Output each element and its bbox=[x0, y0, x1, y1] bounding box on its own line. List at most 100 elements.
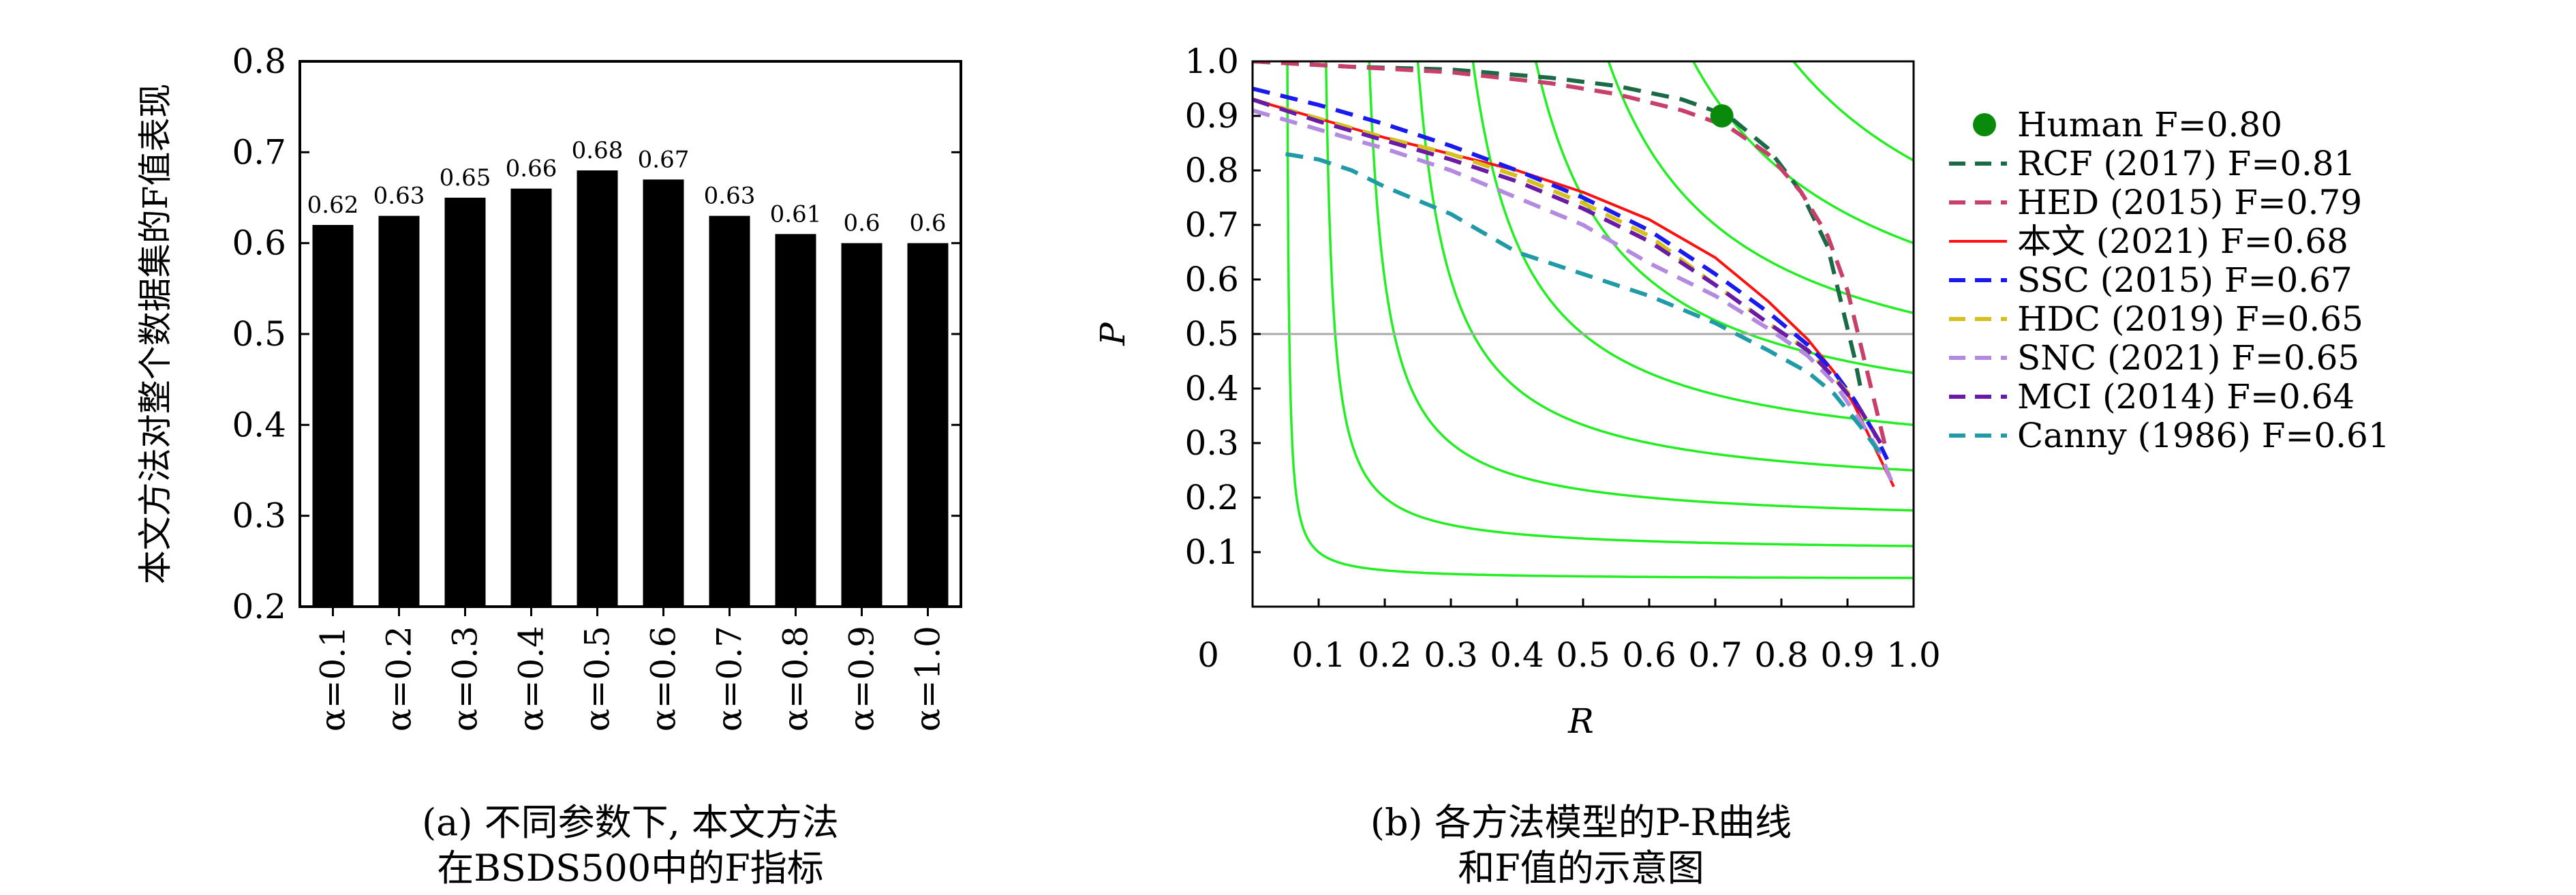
bar-category-label: α=0.5 bbox=[578, 626, 617, 731]
bar-caption-line2: 在BSDS500中的F指标 bbox=[437, 847, 824, 890]
bar-y-tick-label: 0.6 bbox=[232, 224, 286, 263]
legend-label: HDC (2019) F=0.65 bbox=[2017, 299, 2363, 339]
pr-x-tick-label: 0.3 bbox=[1424, 635, 1478, 675]
iso-f-curve bbox=[1325, 61, 1914, 547]
pr-y-tick-label: 0.7 bbox=[1184, 205, 1239, 245]
pr-y-tick-label: 0.2 bbox=[1184, 478, 1239, 517]
pr-x-tick-label: 0.6 bbox=[1622, 635, 1676, 675]
bar-chart-panel: 0.20.30.40.50.60.70.8 0.62 0.630.65 0.660.… bbox=[136, 42, 962, 890]
bar-category-label: α=0.3 bbox=[446, 626, 485, 731]
pr-series-line bbox=[1253, 108, 1896, 488]
bar-category-label: α=1.0 bbox=[908, 626, 948, 731]
bar bbox=[378, 215, 420, 607]
pr-series bbox=[1253, 61, 1896, 488]
bar-series: 0.62 0.63 0.65 0.66 0.68 0.67 0.63 0.61 0.6 0.6 bbox=[307, 137, 949, 607]
pr-series-line bbox=[1253, 87, 1889, 461]
bar bbox=[444, 198, 486, 607]
pr-y-tick-label: 0.8 bbox=[1184, 151, 1239, 190]
bar-y-tick-label: 0.4 bbox=[232, 405, 286, 444]
bar bbox=[577, 170, 618, 607]
pr-series-line bbox=[1285, 152, 1882, 455]
bar-x-axis-labels: α=0.1 α=0.2 α=0.3 α=0.4 α=0.5 α=0.6 α=0.7 α=0.8… bbox=[313, 607, 948, 731]
pr-x-axis-label: R bbox=[1567, 701, 1594, 741]
bar-y-tick-label: 0.7 bbox=[232, 132, 286, 172]
bar bbox=[643, 179, 684, 607]
human-point-marker bbox=[1710, 104, 1734, 127]
bar-y-tick-label: 0.3 bbox=[232, 496, 286, 536]
legend-label: RCF (2017) F=0.81 bbox=[2017, 144, 2356, 183]
legend-label-human: Human F=0.80 bbox=[2017, 105, 2282, 145]
pr-x-tick-label: 0 bbox=[1197, 635, 1219, 675]
pr-x-tick-label: 0.5 bbox=[1556, 635, 1610, 675]
pr-series-line bbox=[1253, 97, 1856, 401]
bar-caption-line1: (a) 不同参数下, 本文方法 bbox=[422, 801, 839, 844]
pr-y-tick-label: 1.0 bbox=[1184, 42, 1239, 81]
pr-caption-line1: (b) 各方法模型的P-R曲线 bbox=[1370, 801, 1792, 844]
bar-value-label: 0.62 bbox=[307, 192, 359, 219]
legend-label: SSC (2015) F=0.67 bbox=[2017, 260, 2352, 300]
pr-x-tick-label: 0.1 bbox=[1291, 635, 1346, 675]
pr-x-tick-label: 0.4 bbox=[1490, 635, 1544, 675]
pr-y-tick-label: 0.6 bbox=[1184, 260, 1239, 299]
iso-f-curve bbox=[1792, 61, 1914, 162]
pr-x-tick-label: 1.0 bbox=[1886, 635, 1941, 675]
iso-f-curve bbox=[1368, 61, 1914, 512]
bar-value-label: 0.66 bbox=[506, 155, 557, 183]
bar-y-tick-label: 0.5 bbox=[232, 314, 286, 354]
iso-f-curve bbox=[1607, 61, 1914, 314]
legend-label: HED (2015) F=0.79 bbox=[2017, 183, 2362, 222]
bar-y-axis-label: 本文方法对整个数据集的F值表现 bbox=[136, 84, 175, 585]
pr-series-line bbox=[1253, 61, 1863, 389]
bar-y-axis-ticks: 0.2 0.3 0.4 0.5 0.6 0.7 0.8 bbox=[232, 42, 961, 626]
pr-x-tick-label: 0.2 bbox=[1358, 635, 1412, 675]
bar-value-label: 0.63 bbox=[373, 183, 425, 210]
pr-y-tick-label: 0.3 bbox=[1184, 423, 1239, 463]
iso-f-curve bbox=[1286, 61, 1914, 579]
bar-category-label: α=0.6 bbox=[644, 626, 684, 731]
bar-category-label: α=0.4 bbox=[512, 626, 551, 731]
pr-y-tick-label: 0.9 bbox=[1184, 96, 1239, 136]
iso-f-lines bbox=[1286, 61, 1914, 579]
bar bbox=[841, 243, 883, 607]
pr-chart-panel: 0.10.20.30.40.50.60.70.80.91.0 0 0.1 0.2 0.… bbox=[1093, 42, 2390, 890]
bar-value-label: 0.65 bbox=[440, 164, 491, 192]
pr-x-tick-label: 0.9 bbox=[1820, 635, 1875, 675]
pr-y-axis-ticks: 0.1 0.2 0.3 0.4 0.5 0.6 0.7 0.8 0.9 1.0 bbox=[1184, 42, 1261, 572]
iso-f-curve bbox=[1416, 61, 1914, 472]
pr-caption-line2: 和F值的示意图 bbox=[1458, 847, 1704, 890]
bar-category-label: α=0.8 bbox=[776, 626, 816, 731]
legend-label: Canny (1986) F=0.61 bbox=[2017, 416, 2390, 455]
bar-value-label: 0.63 bbox=[704, 183, 756, 210]
iso-f-curve bbox=[1471, 61, 1914, 427]
bar-value-label: 0.68 bbox=[572, 137, 624, 164]
legend-label: MCI (2014) F=0.64 bbox=[2017, 377, 2355, 416]
bar-y-tick-label: 0.8 bbox=[232, 42, 286, 81]
bar-value-label: 0.6 bbox=[909, 210, 946, 237]
pr-y-tick-label: 0.4 bbox=[1184, 369, 1239, 408]
bar bbox=[775, 234, 816, 607]
iso-f-curve bbox=[1691, 61, 1914, 245]
legend-marker-human bbox=[1973, 113, 1996, 136]
pr-series-line bbox=[1253, 61, 1890, 455]
pr-x-axis-ticks: 0 0.1 0.2 0.3 0.4 0.5 0.6 0.7 0.8 0.9 1.0 bbox=[1197, 598, 1941, 675]
bar-y-tick-label: 0.2 bbox=[232, 587, 286, 626]
pr-y-tick-label: 0.1 bbox=[1184, 532, 1239, 572]
pr-x-tick-label: 0.8 bbox=[1754, 635, 1809, 675]
bar bbox=[312, 225, 354, 607]
pr-series-line bbox=[1253, 97, 1883, 444]
pr-y-tick-label: 0.5 bbox=[1184, 314, 1239, 354]
bar bbox=[907, 243, 949, 607]
bar bbox=[510, 188, 552, 607]
bar-category-label: α=0.1 bbox=[313, 626, 353, 731]
pr-x-tick-label: 0.7 bbox=[1688, 635, 1743, 675]
bar-value-label: 0.6 bbox=[843, 210, 880, 237]
legend-label: 本文 (2021) F=0.68 bbox=[2017, 222, 2348, 261]
bar-value-label: 0.61 bbox=[770, 200, 822, 228]
bar bbox=[709, 215, 750, 607]
pr-y-axis-label: P bbox=[1093, 322, 1133, 346]
bar-category-label: α=0.2 bbox=[380, 626, 419, 731]
bar-value-label: 0.67 bbox=[638, 146, 690, 173]
legend-label: SNC (2021) F=0.65 bbox=[2017, 338, 2359, 378]
